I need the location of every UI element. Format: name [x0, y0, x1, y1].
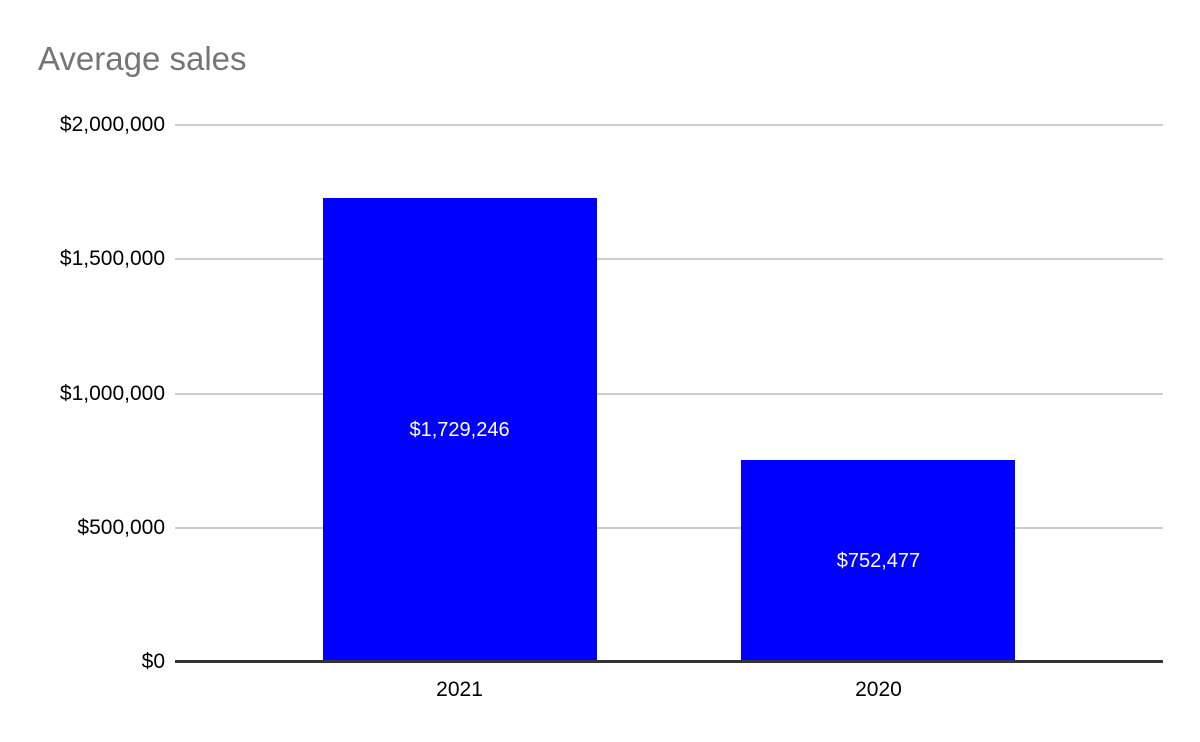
y-axis-tick-label: $500,000 [77, 515, 165, 539]
y-axis-tick-label: $0 [141, 650, 165, 673]
plot-area: $1,729,246 $752,477 [175, 124, 1163, 663]
bar-value-label: $1,729,246 [409, 418, 510, 441]
bar-2020: $752,477 [741, 459, 1016, 662]
gridline [175, 124, 1163, 126]
y-axis-tick-label: $1,500,000 [59, 247, 165, 271]
x-axis-category-label: 2021 [436, 678, 483, 701]
gridline [175, 526, 1163, 529]
chart-title: Average sales [38, 40, 247, 77]
y-axis-tick-label: $1,000,000 [59, 381, 165, 405]
x-axis-line [175, 660, 1163, 663]
x-axis-category-label: 2020 [855, 678, 902, 701]
gridline [175, 392, 1163, 395]
bar-2021: $1,729,246 [322, 197, 597, 662]
gridline [175, 258, 1163, 261]
y-axis-tick-label: $2,000,000 [59, 113, 165, 136]
bar-value-label: $752,477 [836, 549, 921, 572]
